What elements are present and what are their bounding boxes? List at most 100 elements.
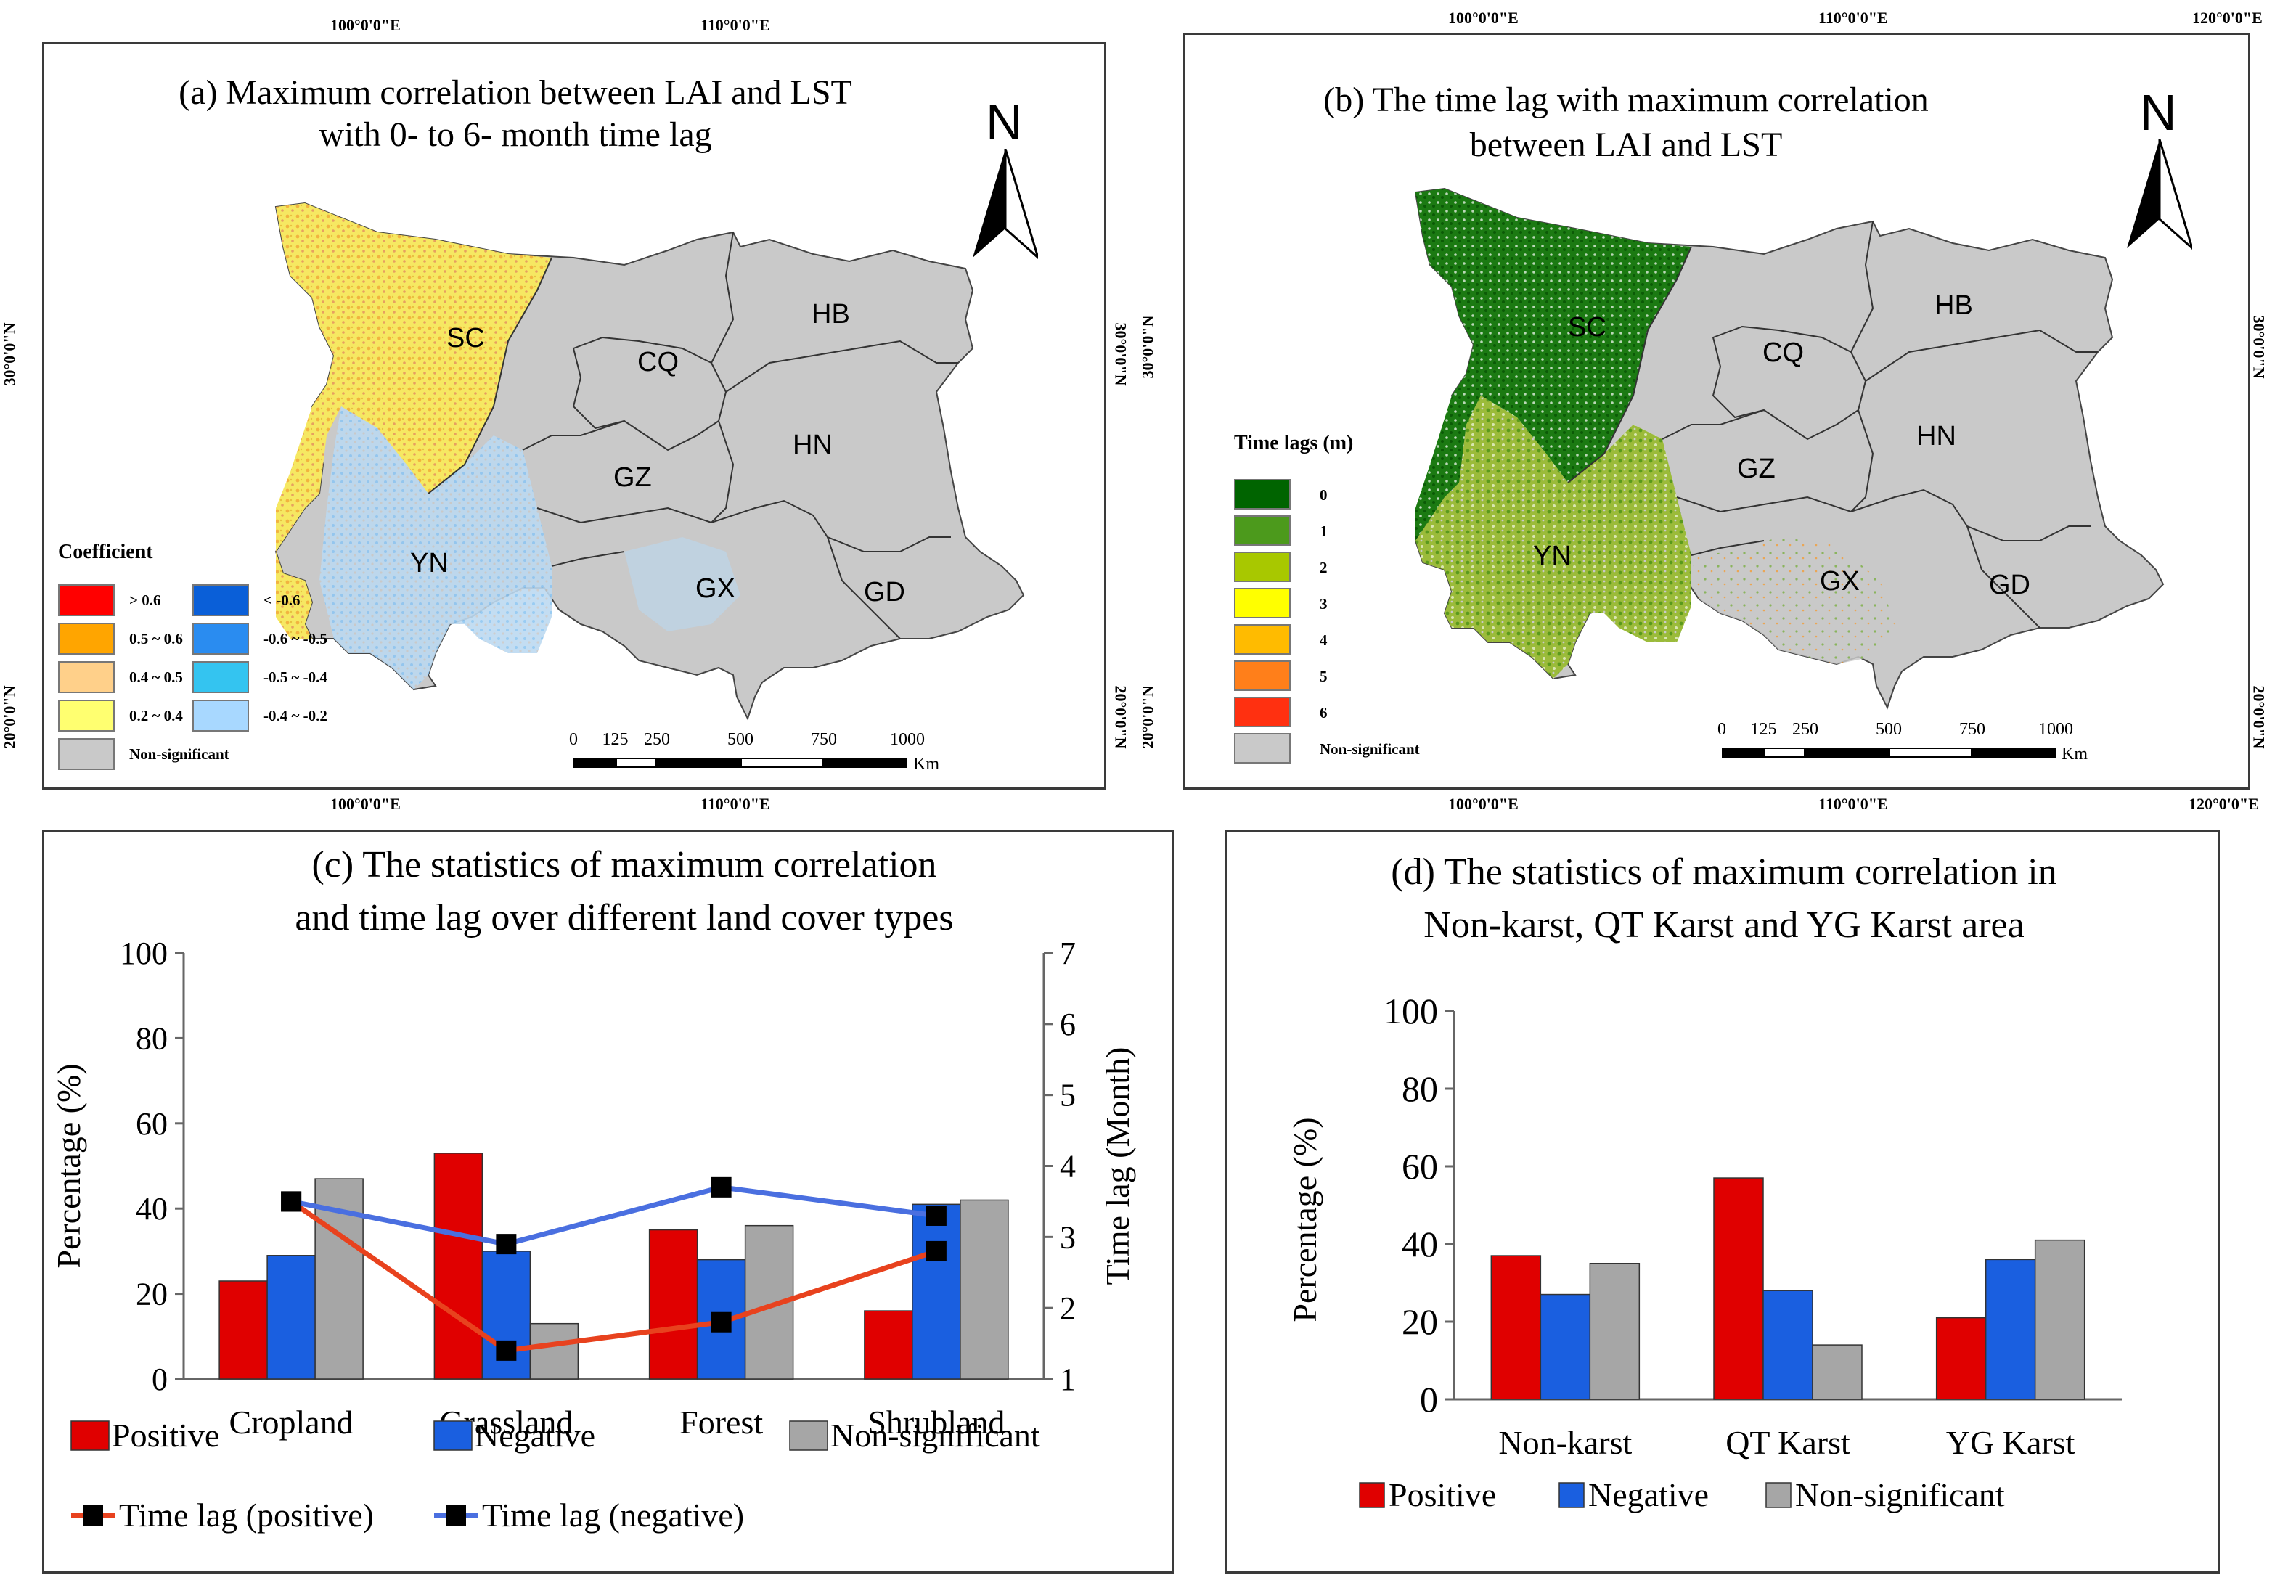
coord-top-b-3: 120°0'0"E [2192, 9, 2263, 27]
y2-tick-label: 4 [1060, 1149, 1076, 1184]
legend-a-swatch [192, 661, 249, 693]
province-label-yn-b: YN [1533, 541, 1572, 571]
y-tick-label: 40 [1402, 1224, 1438, 1264]
legend-a-swatch [192, 623, 249, 655]
coord-top-b-2: 110°0'0"E [1818, 9, 1888, 27]
scale-segment [615, 758, 657, 768]
chart-d: 0 20 40 60 80 100 Percentage (%) Non-karst QT Ka… [1286, 991, 2122, 1513]
province-label-sc: SC [446, 323, 485, 353]
legend-marker [83, 1505, 103, 1526]
bar-non-significant-grassland [529, 1322, 579, 1380]
y2-axis-title: Time lag (Month) [1099, 1047, 1136, 1285]
legend-b-label: 6 [1320, 704, 1328, 721]
legend-swatch [70, 1420, 110, 1451]
coord-bottom-a-1: 100°0'0"E [330, 795, 401, 813]
legend-b-swatch [1234, 697, 1291, 727]
legend-b-label: Non-significant [1320, 740, 1420, 758]
y-tick-label: 60 [1402, 1146, 1438, 1187]
legend-a-label: > 0.6 [129, 592, 161, 609]
north-arrow-icon [973, 149, 1038, 260]
y-tick-label: 40 [136, 1191, 168, 1227]
y-axis-title: Percentage (%) [1286, 1117, 1323, 1322]
scale-tick-label: 0 [1717, 720, 1726, 739]
coord-bottom-b-2: 110°0'0"E [1818, 795, 1888, 813]
north-label-a: N [986, 94, 1023, 150]
province-label-sc-b: SC [1568, 312, 1606, 343]
chart-c: 0 20 40 60 80 100 1 2 3 4 5 6 7 Percentage (%) Time la… [50, 936, 1136, 1534]
legend-a-label: < -0.6 [263, 592, 301, 609]
bar-positive-shrubland [864, 1310, 913, 1380]
scale-tick-label: 1000 [2038, 720, 2073, 739]
map-b [1414, 187, 2165, 710]
y-tick-label: 0 [1420, 1379, 1438, 1420]
legend-a-swatch [58, 584, 115, 616]
y-tick-label: 0 [152, 1362, 168, 1397]
coord-top-a-2: 110°0'0"E [700, 16, 770, 34]
scale-segment [1722, 748, 1764, 758]
legend-b-swatch [1234, 515, 1291, 546]
province-label-gd-b: GD [1989, 570, 2030, 600]
scale-tick-label: 500 [1876, 720, 1902, 739]
coord-left-a-1: 30°0'0"N [0, 322, 19, 386]
negative-correlation-zone-gx [624, 537, 740, 631]
coord-top-a-1: 100°0'0"E [330, 16, 401, 34]
line-marker [281, 1191, 302, 1212]
scale-tick-label: 125 [1750, 720, 1777, 739]
y-tick-label: 60 [136, 1106, 168, 1142]
map-b-title-line1: (b) The time lag with maximum correlatio… [1323, 81, 1929, 119]
bar-negative-shrubland [912, 1203, 961, 1380]
legend-a-swatch [58, 623, 115, 655]
lag-zero-zone [1415, 189, 1691, 541]
x-tick-label: Non-karst [1498, 1424, 1632, 1461]
map-a-title-line2: with 0- to 6- month time lag [319, 115, 712, 154]
north-label-b: N [2140, 84, 2177, 141]
coord-left-a-2: 20°0'0"N [0, 685, 19, 749]
legend-label: Negative [1588, 1476, 1709, 1513]
x-tick-label: Forest [679, 1404, 763, 1441]
legend-label: Negative [475, 1417, 595, 1454]
coord-bottom-b-1: 100°0'0"E [1448, 795, 1519, 813]
bar-positive-qt-karst [1713, 1177, 1764, 1400]
line-marker [926, 1240, 947, 1261]
scale-segment [824, 758, 907, 768]
y2-tick-label: 6 [1060, 1007, 1076, 1042]
coord-top-b-1: 100°0'0"E [1448, 9, 1519, 27]
y-tick-label: 100 [1384, 991, 1438, 1031]
legend-a-label: Non-significant [129, 745, 229, 763]
province-label-gd: GD [864, 577, 905, 607]
line-marker [496, 1340, 517, 1361]
province-boundaries-b [1567, 221, 2098, 629]
legend-b-label: 0 [1320, 486, 1328, 504]
y2-tick-label: 2 [1060, 1290, 1076, 1326]
legend-a-label: 0.2 ~ 0.4 [129, 707, 183, 724]
legend-a-swatch [58, 661, 115, 693]
province-boundaries [428, 232, 958, 639]
chart-d-title-line1: (d) The statistics of maximum correlatio… [1391, 851, 2057, 893]
y2-tick-label: 1 [1060, 1362, 1076, 1397]
north-arrow-icon-b [2127, 139, 2192, 250]
positive-correlation-zone [276, 203, 552, 639]
y-tick-label: 20 [1402, 1301, 1438, 1342]
y2-tick-label: 7 [1060, 936, 1076, 971]
coord-left-b-1: 30°0'0"N [1138, 315, 1157, 379]
coord-right-a-2: 20°0'0"N [1111, 685, 1130, 749]
chart-c-title-line1: (c) The statistics of maximum correlatio… [311, 844, 937, 885]
scale-tick-label: 250 [1792, 720, 1818, 739]
legend-a-swatch [58, 700, 115, 732]
province-label-yn: YN [410, 548, 449, 578]
legend-b-swatch [1234, 660, 1291, 691]
scale-segment [1763, 748, 1805, 758]
legend-b-label: 2 [1320, 559, 1328, 576]
legend-b-label: 4 [1320, 631, 1328, 649]
legend-b-swatch [1234, 479, 1291, 510]
province-label-hn-b: HN [1916, 421, 1956, 451]
legend-b-swatch [1234, 624, 1291, 655]
line-marker [926, 1205, 947, 1226]
scale-tick-label: 750 [811, 730, 837, 749]
x-tick-label: Cropland [229, 1404, 354, 1441]
scale-unit: Km [913, 755, 939, 774]
legend-b-label: 5 [1320, 668, 1328, 685]
scale-segment [1805, 748, 1889, 758]
province-label-gx-b: GX [1820, 566, 1860, 597]
y-tick-label: 80 [1402, 1068, 1438, 1109]
